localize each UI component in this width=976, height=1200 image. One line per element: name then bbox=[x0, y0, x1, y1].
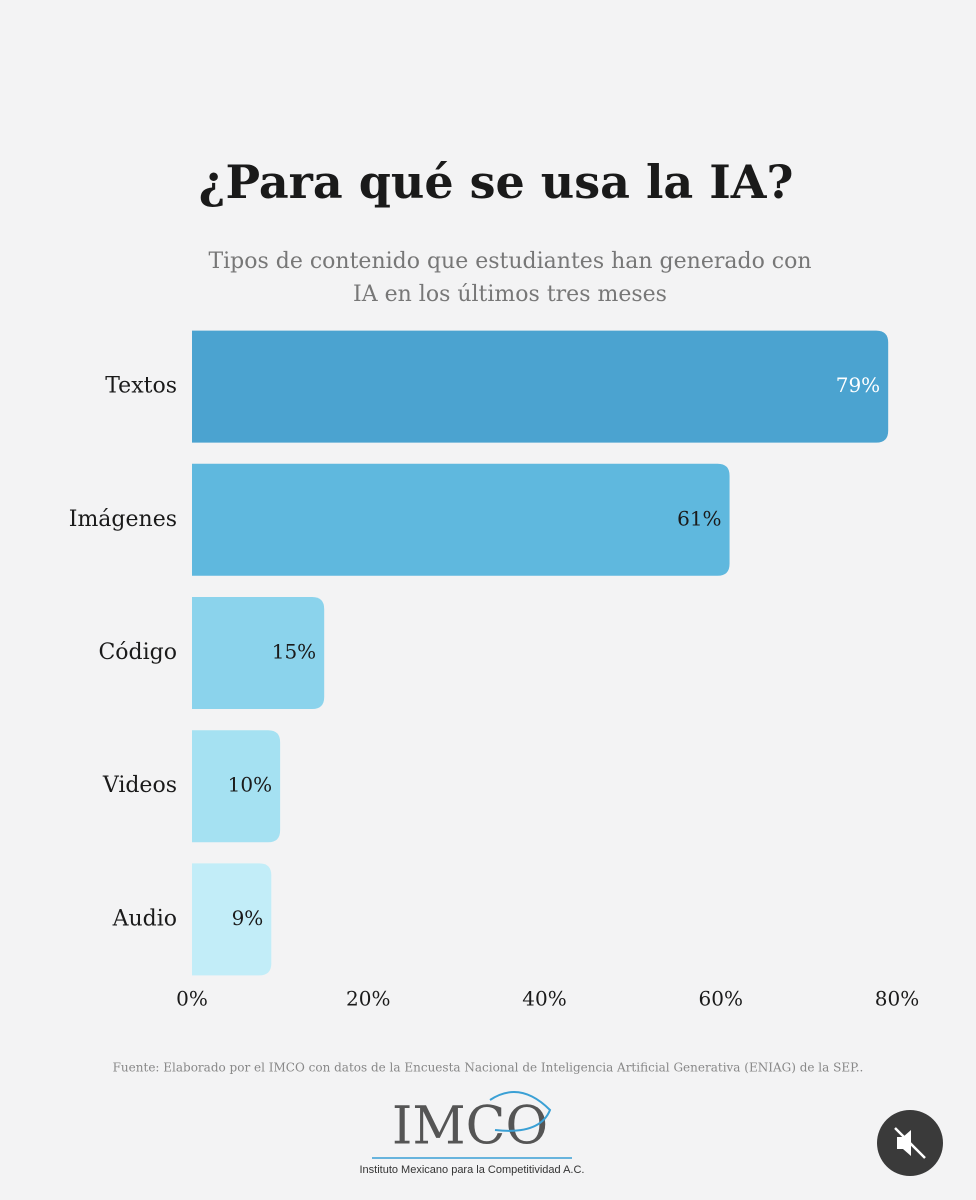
logo-caption: Instituto Mexicano para la Competitivida… bbox=[359, 1164, 584, 1176]
value-label: 9% bbox=[232, 906, 264, 930]
mute-icon[interactable] bbox=[897, 1130, 911, 1156]
subtitle: Tipos de contenido que estudiantes han g… bbox=[208, 249, 811, 274]
category-label: Imágenes bbox=[69, 507, 177, 532]
mute-button[interactable] bbox=[877, 1110, 943, 1176]
x-tick-label: 20% bbox=[346, 987, 390, 1011]
x-tick-label: 40% bbox=[522, 987, 566, 1011]
category-label: Audio bbox=[112, 906, 177, 931]
value-label: 61% bbox=[677, 506, 721, 530]
bar bbox=[192, 330, 889, 443]
value-label: 10% bbox=[228, 773, 272, 797]
x-tick-label: 60% bbox=[699, 987, 743, 1011]
category-label: Textos bbox=[105, 374, 177, 399]
mute-slash[interactable] bbox=[894, 1127, 926, 1159]
bar bbox=[192, 863, 272, 976]
source: Fuente: Elaborado por el IMCO con datos … bbox=[113, 1061, 864, 1075]
bar bbox=[192, 597, 325, 709]
value-label: 79% bbox=[836, 373, 880, 397]
subtitle: IA en los últimos tres meses bbox=[353, 282, 667, 307]
chart-title: ¿Para qué se usa la IA? bbox=[199, 155, 794, 209]
value-label: 15% bbox=[272, 640, 316, 664]
x-tick-label: 80% bbox=[875, 987, 919, 1011]
logo-swoosh bbox=[489, 1091, 552, 1132]
x-tick-label: 0% bbox=[176, 987, 208, 1011]
bar bbox=[192, 730, 281, 843]
bar bbox=[192, 463, 730, 576]
category-label: Videos bbox=[102, 773, 177, 798]
logo: IMCO bbox=[392, 1097, 548, 1157]
category-label: Código bbox=[98, 640, 177, 665]
